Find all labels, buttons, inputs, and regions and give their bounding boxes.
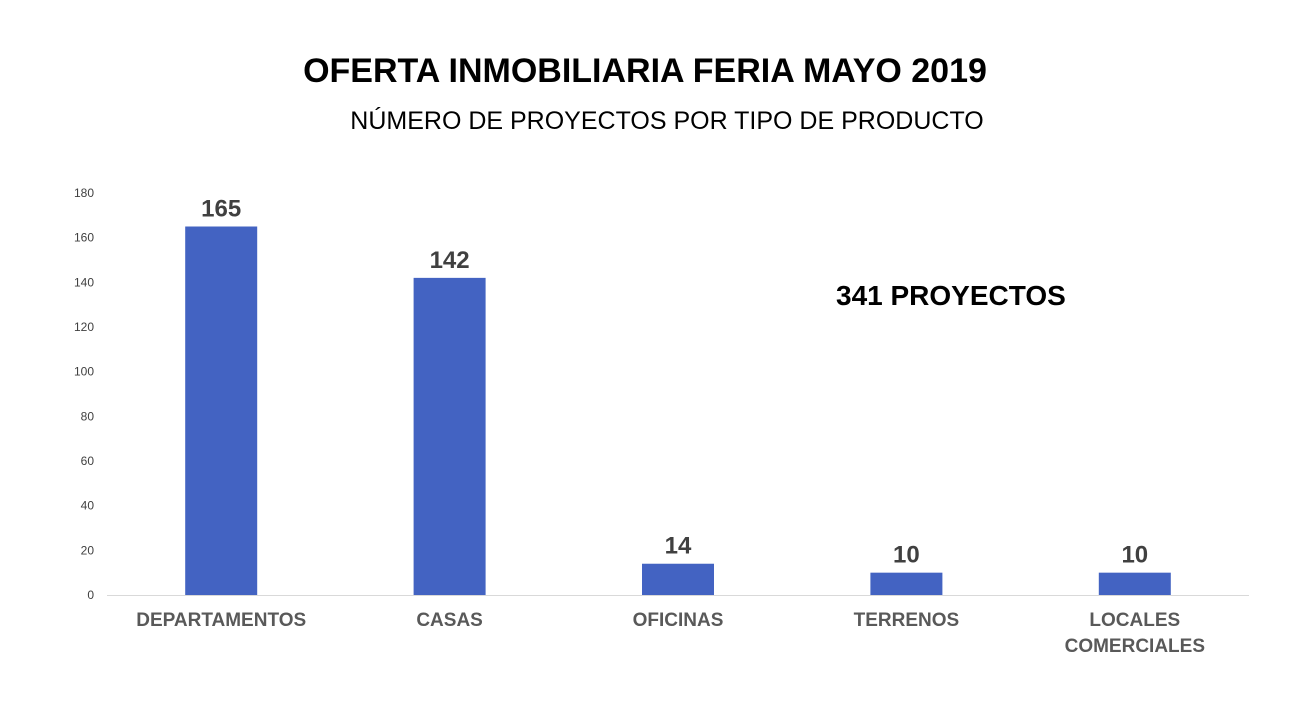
y-tick-label: 140: [74, 275, 94, 289]
data-label: 165: [201, 196, 241, 223]
y-tick-label: 20: [81, 543, 95, 557]
x-category-label: DEPARTAMENTOS: [136, 610, 306, 631]
y-tick-label: 180: [74, 186, 94, 200]
bar-terrenos: [870, 572, 943, 595]
y-tick-label: 0: [87, 588, 94, 602]
x-category-label: CASAS: [416, 610, 483, 631]
chart-title: OFERTA INMOBILIARIA FERIA MAYO 2019: [303, 52, 987, 90]
data-label: 14: [665, 533, 692, 560]
data-label: 10: [1121, 542, 1148, 569]
bar-locales-comerciales: [1098, 572, 1171, 595]
bar-oficinas: [642, 563, 714, 595]
chart-subtitle: NÚMERO DE PROYECTOS POR TIPO DE PRODUCTO: [350, 107, 984, 135]
bar-departamentos: [185, 226, 258, 595]
x-category-label: OFICINAS: [633, 610, 724, 631]
y-tick-label: 100: [74, 365, 94, 379]
y-tick-label: 120: [74, 320, 94, 334]
y-tick-label: 40: [81, 499, 95, 513]
y-tick-label: 60: [81, 454, 95, 468]
y-tick-label: 160: [74, 231, 94, 245]
data-label: 10: [893, 542, 920, 569]
x-category-label: COMERCIALES: [1065, 636, 1205, 657]
x-category-label: LOCALES: [1089, 610, 1180, 631]
y-tick-label: 80: [81, 409, 95, 423]
x-category-label: TERRENOS: [854, 610, 960, 631]
bar-casas: [413, 277, 486, 595]
total-projects-annotation: 341 PROYECTOS: [836, 280, 1066, 311]
data-label: 142: [430, 247, 470, 274]
